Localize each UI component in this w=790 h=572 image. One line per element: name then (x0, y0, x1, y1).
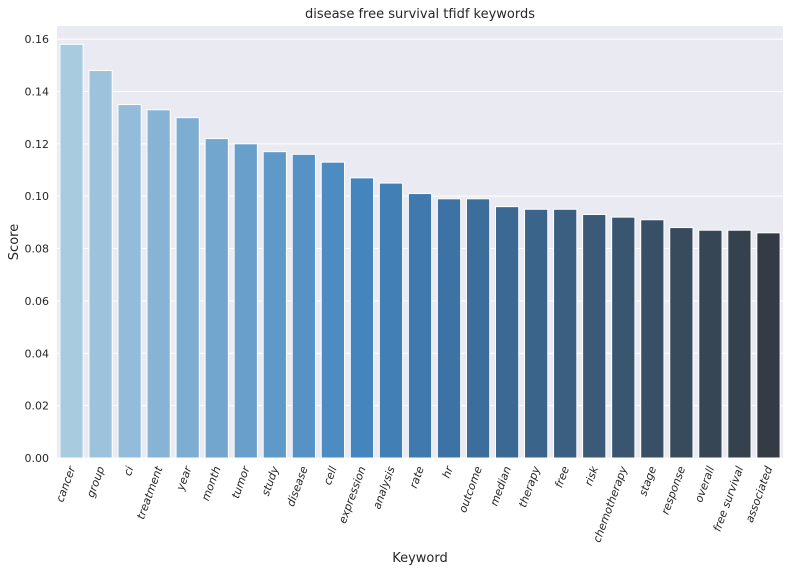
x-tick-label: stage (636, 464, 659, 497)
y-tick-label: 0.02 (25, 400, 50, 413)
x-tick-label: therapy (516, 464, 543, 509)
bar-tumor (233, 143, 258, 459)
y-tick-label: 0.06 (25, 295, 50, 308)
x-tick-label: outcome (456, 464, 485, 514)
y-axis-label: Score (7, 224, 22, 260)
bar-outcome (465, 198, 491, 459)
y-tick-label: 0.04 (25, 347, 50, 360)
y-tick-labels: 0.00 0.02 0.04 0.06 0.08 0.10 0.12 0.14 0.16 (25, 33, 50, 465)
bar-free-survival (727, 229, 752, 459)
bar-rate (407, 193, 433, 459)
x-tick-label: risk (582, 464, 601, 488)
bar-month (204, 138, 229, 459)
y-tick-label: 0.00 (25, 452, 50, 465)
y-tick-label: 0.08 (25, 243, 50, 256)
x-tick-label: expression (336, 465, 369, 526)
x-tick-label: median (488, 465, 514, 508)
x-tick-label: study (259, 464, 282, 498)
x-tick-label: month (199, 465, 223, 503)
bar-hr (436, 198, 462, 459)
x-tick-label: associated (743, 464, 776, 525)
bar-therapy (524, 208, 549, 459)
x-tick-label: treatment (134, 464, 165, 521)
y-tick-label: 0.14 (25, 85, 50, 98)
chart-title: disease free survival tfidf keywords (305, 7, 535, 22)
bar-free (553, 208, 578, 459)
bar-disease (291, 153, 316, 459)
y-tick-label: 0.12 (25, 138, 50, 151)
bar-expression (349, 177, 375, 459)
bar-chemotherapy (611, 216, 636, 459)
x-tick-label: hr (440, 463, 457, 480)
x-tick-label: rate (407, 464, 427, 490)
bar-group (88, 70, 113, 459)
x-tick-label: year (174, 463, 195, 493)
bar-response (669, 227, 694, 459)
bar-overall (698, 229, 723, 459)
bars (59, 43, 781, 459)
bar-analysis (378, 182, 404, 459)
bar-associated (756, 232, 781, 459)
bar-treatment (146, 109, 171, 459)
bar-cancer (59, 43, 84, 459)
bar-cell (320, 161, 345, 459)
bar-risk (582, 214, 607, 459)
x-tick-label: analysis (370, 464, 398, 511)
x-tick-label: tumor (229, 463, 253, 500)
x-tick-label: ci (121, 465, 136, 478)
x-tick-label: free (552, 464, 572, 489)
x-tick-label: free survival (711, 465, 747, 534)
y-tick-label: 0.10 (25, 190, 50, 203)
bar-year (175, 117, 200, 459)
x-axis-label: Keyword (392, 551, 448, 566)
x-tick-label: cell (321, 465, 340, 487)
bar-ci (117, 104, 142, 459)
bar-median (495, 206, 520, 459)
x-tick-label: response (659, 464, 688, 516)
x-tick-label: overall (692, 465, 717, 505)
x-tick-label: group (84, 465, 107, 500)
x-tick-label: cancer (53, 463, 78, 504)
x-tick-label: disease (284, 464, 311, 508)
bar-study (262, 151, 287, 459)
y-tick-label: 0.16 (25, 33, 50, 46)
bar-stage (640, 219, 665, 459)
